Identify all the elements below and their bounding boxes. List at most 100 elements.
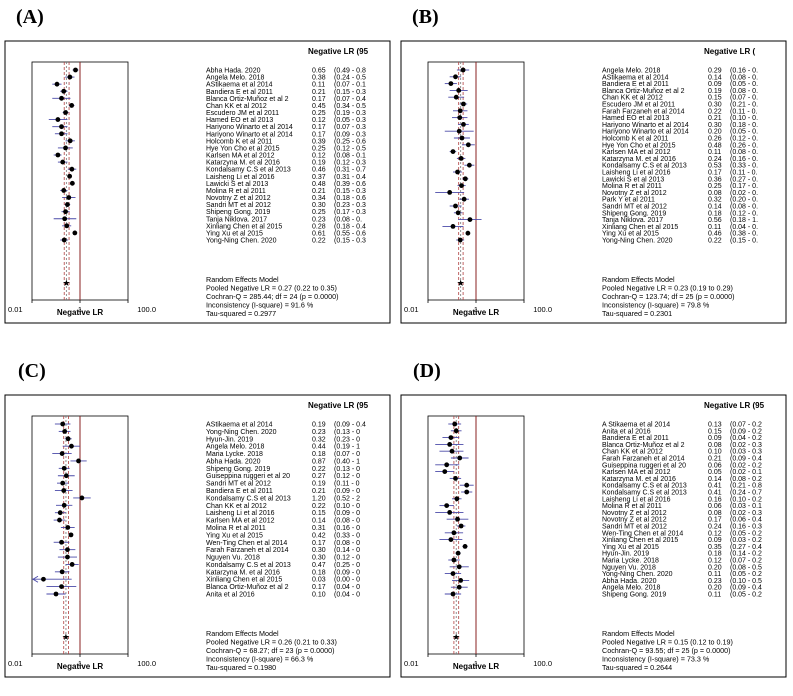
study-value: 0.30 xyxy=(312,202,326,209)
study-point xyxy=(59,124,64,130)
study-value: 0.17 xyxy=(312,584,326,591)
study-name: Sandri MT et al 2012 xyxy=(206,481,271,488)
study-value: 0.22 xyxy=(708,238,722,245)
study-point xyxy=(455,169,460,175)
study-point xyxy=(79,495,85,501)
study-ci: (0.12 - 0.5 xyxy=(334,145,366,152)
study-point xyxy=(67,74,73,80)
study-point xyxy=(451,557,457,563)
study-value: 0.87 xyxy=(312,458,326,465)
study-value: 0.31 xyxy=(312,525,326,532)
study-point xyxy=(452,421,458,427)
study-name: Blanca Ortiz-Muñoz et al 2 xyxy=(602,442,685,449)
study-ci: (0.15 - 0.3 xyxy=(334,89,366,96)
study-ci: (0.17 - 0.3 xyxy=(334,209,366,216)
study-value: 0.16 xyxy=(708,496,722,503)
study-ci: (0.02 - 0.1 xyxy=(730,469,762,476)
study-point xyxy=(59,569,65,575)
study-name: Molina R et al 2011 xyxy=(602,183,662,190)
study-point xyxy=(60,421,66,427)
study-ci: (0.03 - 0.2 xyxy=(730,537,762,544)
study-point xyxy=(461,122,466,127)
study-name: Kondalsamy C.S et al 2013 xyxy=(602,483,687,490)
study-point xyxy=(451,530,457,536)
study-value: 0.11 xyxy=(708,224,721,231)
x-axis-label: Negative LR xyxy=(57,308,103,317)
study-point xyxy=(69,103,75,108)
study-point xyxy=(444,462,450,468)
study-point xyxy=(448,435,454,440)
study-name: Guiseppina ruggeri et al 20 xyxy=(602,462,686,469)
study-point xyxy=(460,67,466,73)
study-name: Shipeng Gong. 2019 xyxy=(206,209,270,216)
study-point xyxy=(41,576,46,582)
x-axis-label: Negative LR xyxy=(453,308,499,317)
study-ci: (0.02 - 0.3 xyxy=(730,442,762,449)
summary-line: Pooled Negative LR = 0.27 (0.22 to 0.35) xyxy=(206,284,337,293)
panel-frame xyxy=(400,40,787,324)
study-value: 0.46 xyxy=(312,167,326,174)
summary-line: Inconsistency (I-square) = 91.6 % xyxy=(206,301,314,310)
study-value: 0.14 xyxy=(708,476,722,483)
study-value: 0.17 xyxy=(312,96,326,103)
study-name: Hariyono Winarto et al 2014 xyxy=(602,122,689,129)
study-ci: (0.14 - 0.2 xyxy=(730,551,762,558)
study-ci: (0.07 - 0.1 xyxy=(334,82,366,89)
study-value: 0.29 xyxy=(708,68,722,75)
summary-line: Inconsistency (I-square) = 79.8 % xyxy=(602,301,710,310)
study-value: 0.65 xyxy=(312,68,326,75)
summary-line: Tau-squared = 0.2644 xyxy=(602,663,672,672)
study-value: 0.05 xyxy=(708,469,722,476)
study-point xyxy=(457,455,463,461)
study-name: Kondalsamy C.S et al 2013 xyxy=(602,163,687,170)
study-name: Wen-Ting Chen et al 2014 xyxy=(206,540,287,547)
study-value: 0.25 xyxy=(312,110,326,117)
forest-plot-d: Negative LR (95 A Stikaema et al 2014 0.13… xyxy=(400,394,787,678)
study-name: Sandri MT et al 2012 xyxy=(602,524,667,531)
study-point xyxy=(447,442,453,447)
study-value: 0.37 xyxy=(312,174,326,181)
study-name: Laisheng Li et al 2016 xyxy=(602,496,671,503)
study-ci: (0.09 - 0 xyxy=(334,569,360,576)
study-ci: (0.10 - 0.2 xyxy=(730,496,762,503)
summary-line: Pooled Negative LR = 0.26 (0.21 to 0.33) xyxy=(206,638,337,647)
study-value: 0.03 xyxy=(312,577,326,584)
study-point xyxy=(464,482,470,488)
summary-line: Tau-squared = 0.2977 xyxy=(206,309,276,318)
study-value: 0.48 xyxy=(708,142,722,149)
study-ci: (0.11 - 0. xyxy=(730,108,758,115)
study-name: Karlsen MA et al 2012 xyxy=(206,518,275,525)
study-name: Hamed EO et al 2013 xyxy=(602,115,669,122)
study-name: Escudero JM et al 2011 xyxy=(602,102,675,109)
study-name: Yong-Ning Chen. 2020 xyxy=(206,238,277,245)
study-point xyxy=(448,537,454,542)
study-point xyxy=(453,74,458,80)
summary-line: Tau-squared = 0.2301 xyxy=(602,309,672,318)
study-point xyxy=(450,571,456,576)
study-value: 0.22 xyxy=(708,108,722,115)
study-value: 0.21 xyxy=(312,488,326,495)
study-name: Angela Melo. 2018 xyxy=(206,444,264,451)
study-name: Xinliang Chen et al 2015 xyxy=(602,224,678,231)
study-point xyxy=(59,451,65,456)
study-point xyxy=(455,210,461,216)
study-ci: (0.05 - 0.2 xyxy=(730,530,762,537)
study-value: 0.21 xyxy=(312,188,326,195)
panel-label-c: (C) xyxy=(18,360,46,382)
study-name: Xinliang Chen et al 2015 xyxy=(602,537,678,544)
study-point xyxy=(62,428,68,434)
study-value: 0.20 xyxy=(708,585,722,592)
study-point xyxy=(57,517,62,523)
study-value: 0.18 xyxy=(708,551,722,558)
study-value: 0.30 xyxy=(312,555,326,562)
study-ci: (0.16 - 0. xyxy=(730,156,758,163)
study-value: 0.20 xyxy=(708,564,722,571)
summary-line: Tau-squared = 0.1980 xyxy=(206,663,276,672)
study-ci: (0.25 - 0.6 xyxy=(334,138,366,145)
study-ci: (0.12 - 0 xyxy=(334,555,360,562)
study-value: 0.19 xyxy=(312,422,326,429)
x-tick-label: 100.0 xyxy=(533,305,552,314)
study-ci: (0.52 - 2 xyxy=(334,495,360,502)
study-point xyxy=(59,131,64,137)
study-ci: (0.27 - 0.4 xyxy=(730,544,762,551)
